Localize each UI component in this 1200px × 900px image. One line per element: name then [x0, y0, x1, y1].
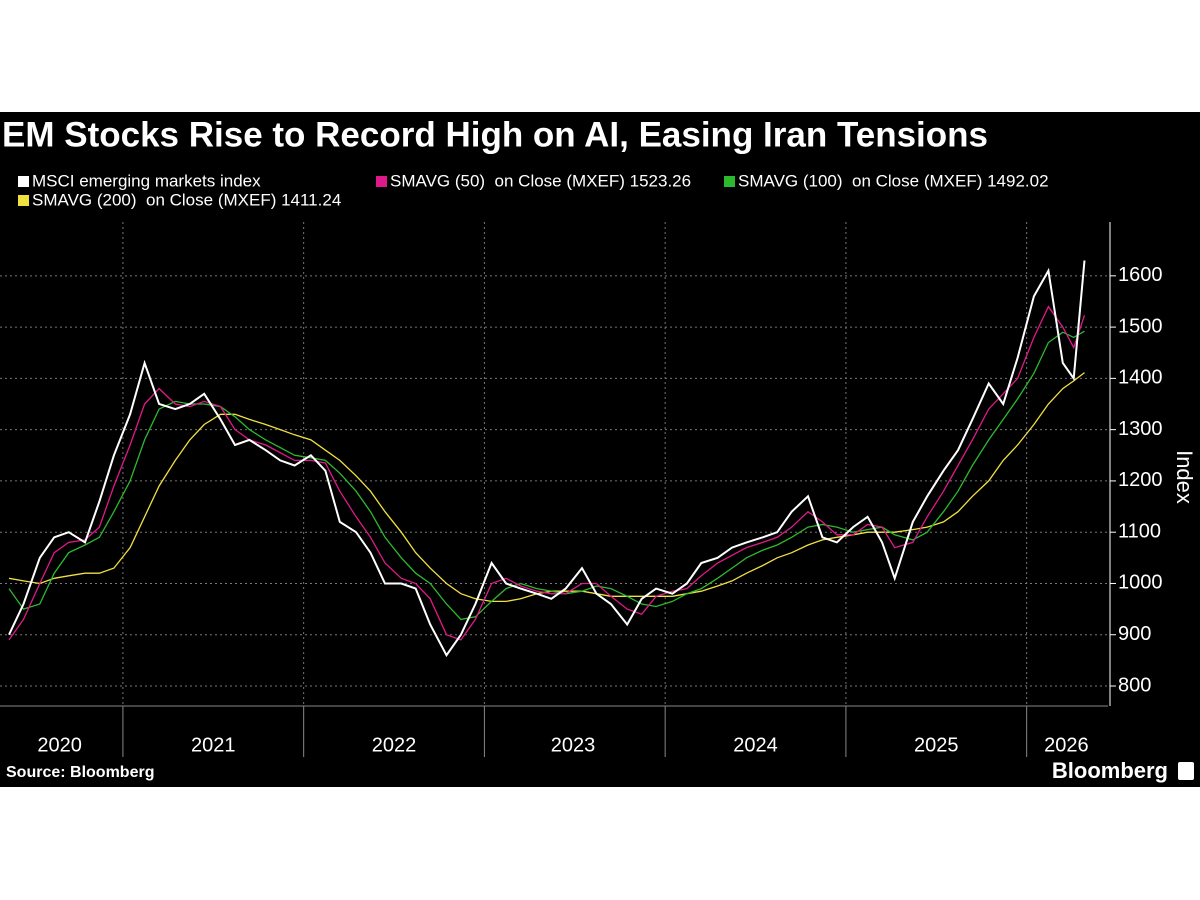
background	[0, 112, 1200, 787]
x-tick-label: 2025	[914, 734, 959, 756]
legend-label: SMAVG (200) on Close (MXEF) 1411.24	[32, 190, 341, 209]
x-tick-label: 2020	[37, 734, 82, 756]
legend-swatch	[18, 195, 29, 206]
y-tick-label: 1300	[1118, 418, 1163, 440]
source: Source: Bloomberg	[6, 764, 154, 781]
y-axis-label: Index	[1172, 450, 1197, 504]
series-line	[8, 260, 1086, 658]
y-tick-label: 1200	[1118, 469, 1163, 491]
y-tick-label: 1000	[1118, 572, 1163, 594]
legend-label: SMAVG (100) on Close (MXEF) 1492.02	[738, 171, 1049, 190]
legend-swatch	[724, 176, 735, 187]
y-tick-label: 1600	[1118, 264, 1163, 286]
legend-swatch	[376, 176, 387, 187]
legend-swatch	[18, 176, 29, 187]
series-line	[8, 305, 1086, 641]
y-tick-label: 1500	[1118, 315, 1163, 337]
legend-label: SMAVG (50) on Close (MXEF) 1523.26	[390, 171, 691, 190]
y-tick-label: 1100	[1118, 520, 1161, 542]
y-tick-label: 1400	[1118, 367, 1163, 389]
x-tick-label: 2024	[733, 734, 778, 756]
y-tick-label: 800	[1118, 674, 1151, 696]
chart-title: EM Stocks Rise to Record High on AI, Eas…	[2, 115, 988, 154]
legend-label: MSCI emerging markets index	[32, 171, 261, 190]
y-tick-label: 900	[1118, 623, 1151, 645]
x-tick-label: 2023	[551, 734, 596, 756]
x-tick-label: 2026	[1044, 734, 1089, 756]
brand-icon	[1178, 762, 1194, 780]
brand: Bloomberg	[1052, 758, 1168, 783]
x-tick-label: 2022	[372, 734, 417, 756]
x-tick-label: 2021	[191, 734, 236, 756]
